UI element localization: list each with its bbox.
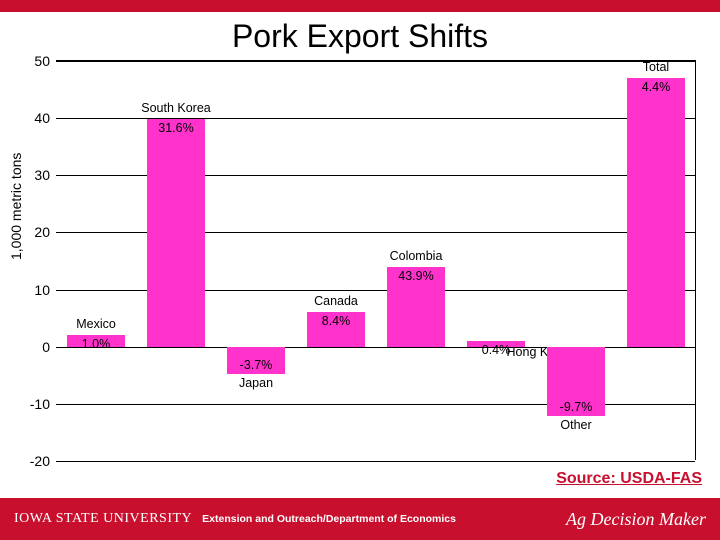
footer-right: Ag Decision Maker (566, 509, 706, 530)
bar-value-label: 1.0% (82, 337, 111, 351)
bar-category-label: South Korea (141, 101, 211, 115)
university-wordmark: IOWA STATE UNIVERSITY (14, 511, 192, 527)
y-tick-label: 0 (42, 339, 56, 355)
bar-category-label: Canada (314, 294, 358, 308)
bar-category-label: Total (643, 60, 669, 74)
bar-value-label: 31.6% (158, 121, 193, 135)
bar (627, 78, 685, 347)
extension-label: Extension and Outreach/Department of Eco… (202, 513, 456, 525)
bar-value-label: -9.7% (560, 400, 593, 414)
gridline (56, 61, 695, 62)
brand-script: Ag Decision Maker (566, 509, 706, 530)
y-tick-label: 50 (34, 53, 56, 69)
y-tick-label: 20 (34, 224, 56, 240)
bar-value-label: 8.4% (322, 314, 351, 328)
y-axis-label: 1,000 metric tons (8, 153, 24, 260)
y-tick-label: 10 (34, 282, 56, 298)
footer-bar: IOWA STATE UNIVERSITY Extension and Outr… (0, 498, 720, 540)
bar-category-label: Colombia (390, 249, 443, 263)
gridline (56, 461, 695, 462)
bar-category-label: Japan (239, 376, 273, 390)
y-tick-label: -20 (30, 453, 56, 469)
y-tick-label: -10 (30, 396, 56, 412)
bar (147, 119, 205, 346)
chart-area: -20-10010203040501.0%Mexico31.6%South Ko… (56, 60, 696, 460)
page-title: Pork Export Shifts (0, 18, 720, 55)
header-accent-bar (0, 0, 720, 12)
bar-value-label: 43.9% (398, 269, 433, 283)
bar-value-label: 4.4% (642, 80, 671, 94)
footer-left: IOWA STATE UNIVERSITY Extension and Outr… (14, 511, 456, 527)
bar-category-label: Mexico (76, 317, 116, 331)
source-citation: Source: USDA-FAS (556, 470, 702, 488)
bar-category-label: Other (560, 418, 591, 432)
y-tick-label: 30 (34, 167, 56, 183)
y-tick-label: 40 (34, 110, 56, 126)
bar-value-label: -3.7% (240, 358, 273, 372)
